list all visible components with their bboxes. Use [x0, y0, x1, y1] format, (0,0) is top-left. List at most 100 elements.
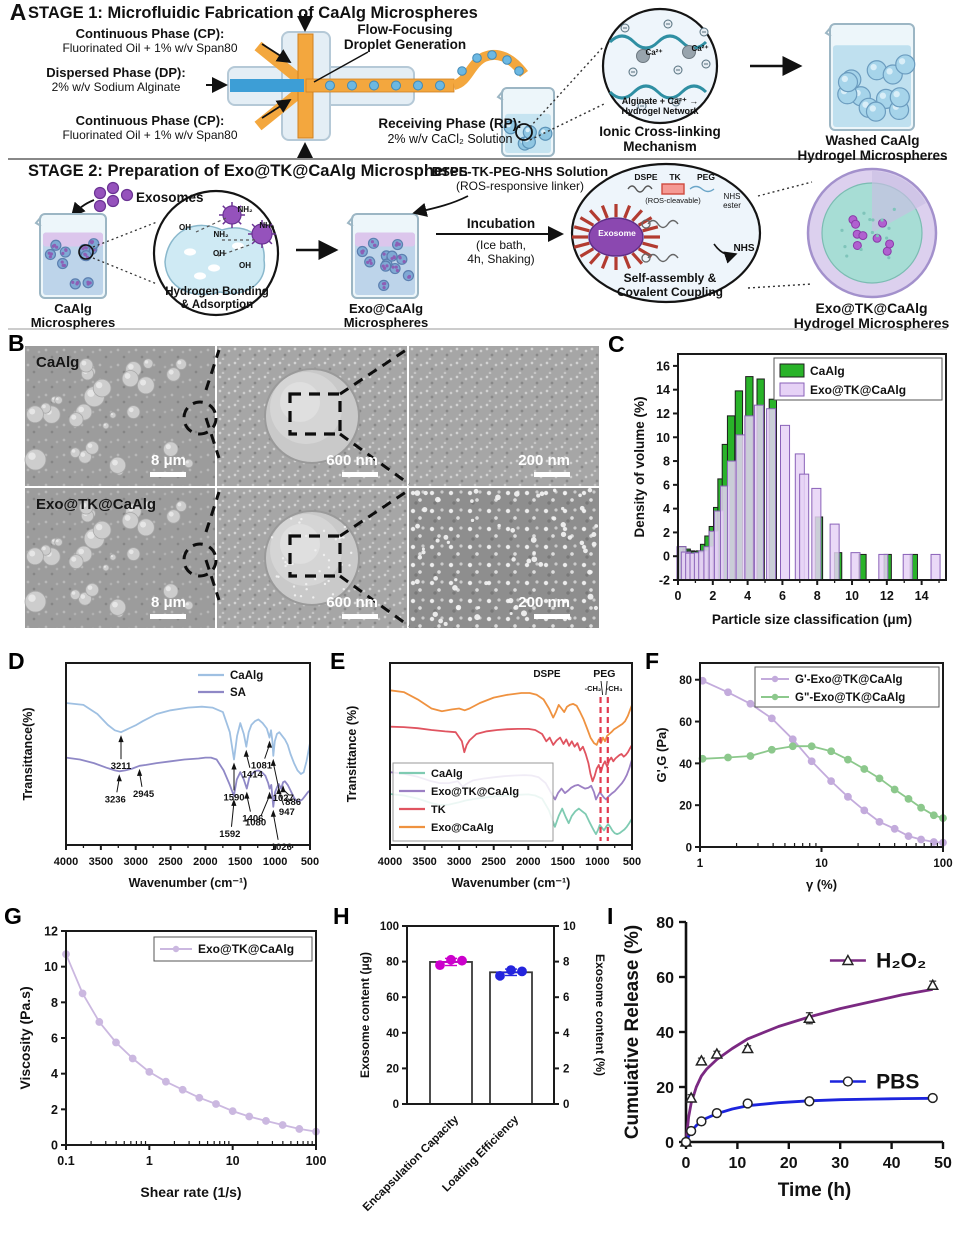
svg-text:4000: 4000: [54, 856, 78, 868]
dp-title: Dispersed Phase (DP):: [46, 65, 186, 80]
svg-text:0: 0: [686, 843, 692, 855]
svg-text:γ (%): γ (%): [806, 877, 837, 892]
svg-text:80: 80: [679, 675, 692, 687]
svg-text:Exosome content (%): Exosome content (%): [593, 954, 607, 1076]
svg-text:10: 10: [729, 1155, 747, 1172]
svg-text:1: 1: [146, 1154, 153, 1168]
svg-text:500: 500: [623, 856, 641, 868]
chart-cumulative-release: 0 10 20 30 40 50 0 20 40 60 80 Time (h) Cumuiative R…: [612, 912, 955, 1212]
chart-svg: 0.1 1 10 100 0 2 4 6 8 10 12 Shear rate (1/s) Viscos…: [17, 925, 327, 1201]
hbond-caption-2: & Adsorption: [180, 299, 254, 311]
svg-text:Density of volume (%): Density of volume (%): [632, 396, 647, 537]
svg-text:0.1: 0.1: [57, 1154, 74, 1168]
selfassembly-caption-1: Self-assembly &: [623, 271, 717, 285]
svg-text:8: 8: [663, 455, 670, 469]
sem-row1-name: CaAlg: [36, 354, 80, 371]
svg-text:8: 8: [51, 996, 58, 1010]
svg-text:20: 20: [656, 1080, 674, 1097]
svg-text:40: 40: [883, 1155, 901, 1172]
panel-d-label: D: [8, 648, 25, 674]
nh2-label-1: NH₂: [237, 205, 253, 214]
svg-text:6: 6: [779, 589, 786, 603]
svg-text:30: 30: [831, 1155, 849, 1172]
svg-text:10: 10: [44, 960, 58, 974]
inset1-caption-1: Alginate + Ca²⁺ →: [621, 96, 699, 106]
svg-text:2: 2: [709, 589, 716, 603]
svg-text:1026: 1026: [271, 842, 292, 853]
svg-text:PEG: PEG: [593, 668, 615, 680]
svg-text:1500: 1500: [551, 856, 575, 868]
dspe-label: DSPE: [634, 172, 658, 182]
scale-bar: [150, 614, 186, 619]
svg-text:1414: 1414: [242, 770, 264, 781]
svg-text:Exo@TK@CaAlg: Exo@TK@CaAlg: [810, 383, 906, 397]
washed-label-1: Washed CaAlg: [825, 133, 920, 148]
svg-text:2: 2: [563, 1063, 569, 1075]
svg-text:Transittance (%): Transittance (%): [345, 706, 359, 803]
sem-caalg-surface: [409, 346, 599, 486]
svg-text:20: 20: [679, 801, 692, 813]
svg-text:3000: 3000: [123, 856, 147, 868]
svg-text:100: 100: [380, 921, 399, 933]
svg-text:6: 6: [663, 478, 670, 492]
beaker1-label-2: Microspheres: [30, 315, 116, 330]
svg-text:1081: 1081: [251, 761, 273, 772]
svg-text:CaAlg: CaAlg: [431, 768, 463, 780]
svg-text:0: 0: [663, 550, 670, 564]
svg-text:1592: 1592: [219, 829, 240, 840]
oh-label-1: OH: [179, 223, 191, 232]
svg-text:G"-Exo@TK@CaAlg: G"-Exo@TK@CaAlg: [795, 692, 905, 704]
svg-text:Exo@CaAlg: Exo@CaAlg: [431, 822, 494, 834]
svg-text:1080: 1080: [245, 818, 266, 829]
svg-text:Exo@TK@CaAlg: Exo@TK@CaAlg: [198, 942, 294, 956]
svg-text:2500: 2500: [481, 856, 505, 868]
nh3-label: NH₃: [259, 221, 275, 230]
linker-sub: (ROS-responsive linker): [455, 179, 585, 193]
stage2-title: STAGE 2: Preparation of Exo@TK@CaAlg Mic…: [28, 162, 468, 180]
svg-text:80: 80: [656, 915, 674, 932]
svg-text:100: 100: [933, 858, 952, 870]
panel-i-label: I: [607, 903, 614, 929]
svg-text:40: 40: [656, 1025, 674, 1042]
nhs-ester-label-1: NHS: [723, 192, 741, 201]
svg-text:947: 947: [279, 807, 295, 818]
svg-text:3211: 3211: [111, 761, 132, 772]
svg-text:CaAlg: CaAlg: [810, 364, 845, 378]
chart-ftir-caalg-sa: 3211 1590 1414 1081 1027 3236 2945 1592 1406 1080…: [14, 655, 320, 899]
ros-label: (ROS-cleavable): [645, 196, 701, 205]
svg-text:SA: SA: [230, 687, 246, 699]
panel-g-label: G: [4, 903, 22, 929]
washed-label-2: Hydrogel Microspheres: [797, 148, 948, 163]
scale-label: 200 nm: [518, 452, 570, 469]
svg-text:1500: 1500: [228, 856, 252, 868]
svg-text:10: 10: [563, 921, 576, 933]
product-label-2: Hydrogel Microspheres: [793, 315, 950, 331]
svg-text:Wavenumber (cm⁻¹): Wavenumber (cm⁻¹): [129, 876, 248, 890]
ca-ion-label-1: Ca²⁺: [645, 48, 663, 57]
svg-text:4: 4: [51, 1067, 58, 1081]
dp-sub: 2% w/v Sodium Alginate: [51, 80, 181, 94]
flow-focusing-label-1: Flow-Focusing: [357, 22, 453, 37]
nh2-label-2: NH₂: [213, 230, 229, 239]
svg-text:0: 0: [563, 1099, 569, 1111]
svg-text:Cumuiative Release (%): Cumuiative Release (%): [622, 925, 643, 1139]
svg-text:80: 80: [386, 957, 399, 969]
svg-text:100: 100: [306, 1154, 327, 1168]
svg-text:Particle size classification (: Particle size classification (μm): [712, 612, 912, 627]
svg-text:1406: 1406: [242, 814, 263, 825]
svg-text:3500: 3500: [89, 856, 113, 868]
scale-bar: [534, 472, 570, 477]
panel-b-label: B: [8, 330, 25, 356]
ca-ion-label-2: Ca²⁺: [691, 44, 709, 53]
svg-text:Time (h): Time (h): [778, 1180, 852, 1201]
cp-bottom-sub: Fluorinated Oil + 1% w/v Span80: [62, 128, 238, 142]
svg-text:TK: TK: [431, 804, 446, 816]
oh-label-3: OH: [239, 261, 251, 270]
product-label-1: Exo@TK@CaAlg: [815, 300, 928, 316]
svg-text:Wavenumber (cm⁻¹): Wavenumber (cm⁻¹): [452, 876, 571, 890]
svg-text:4: 4: [744, 589, 751, 603]
svg-text:CaAlg: CaAlg: [230, 670, 263, 682]
svg-text:G'-Exo@TK@CaAlg: G'-Exo@TK@CaAlg: [795, 674, 903, 686]
panel-a-label: A: [9, 0, 27, 25]
svg-text:500: 500: [301, 856, 319, 868]
